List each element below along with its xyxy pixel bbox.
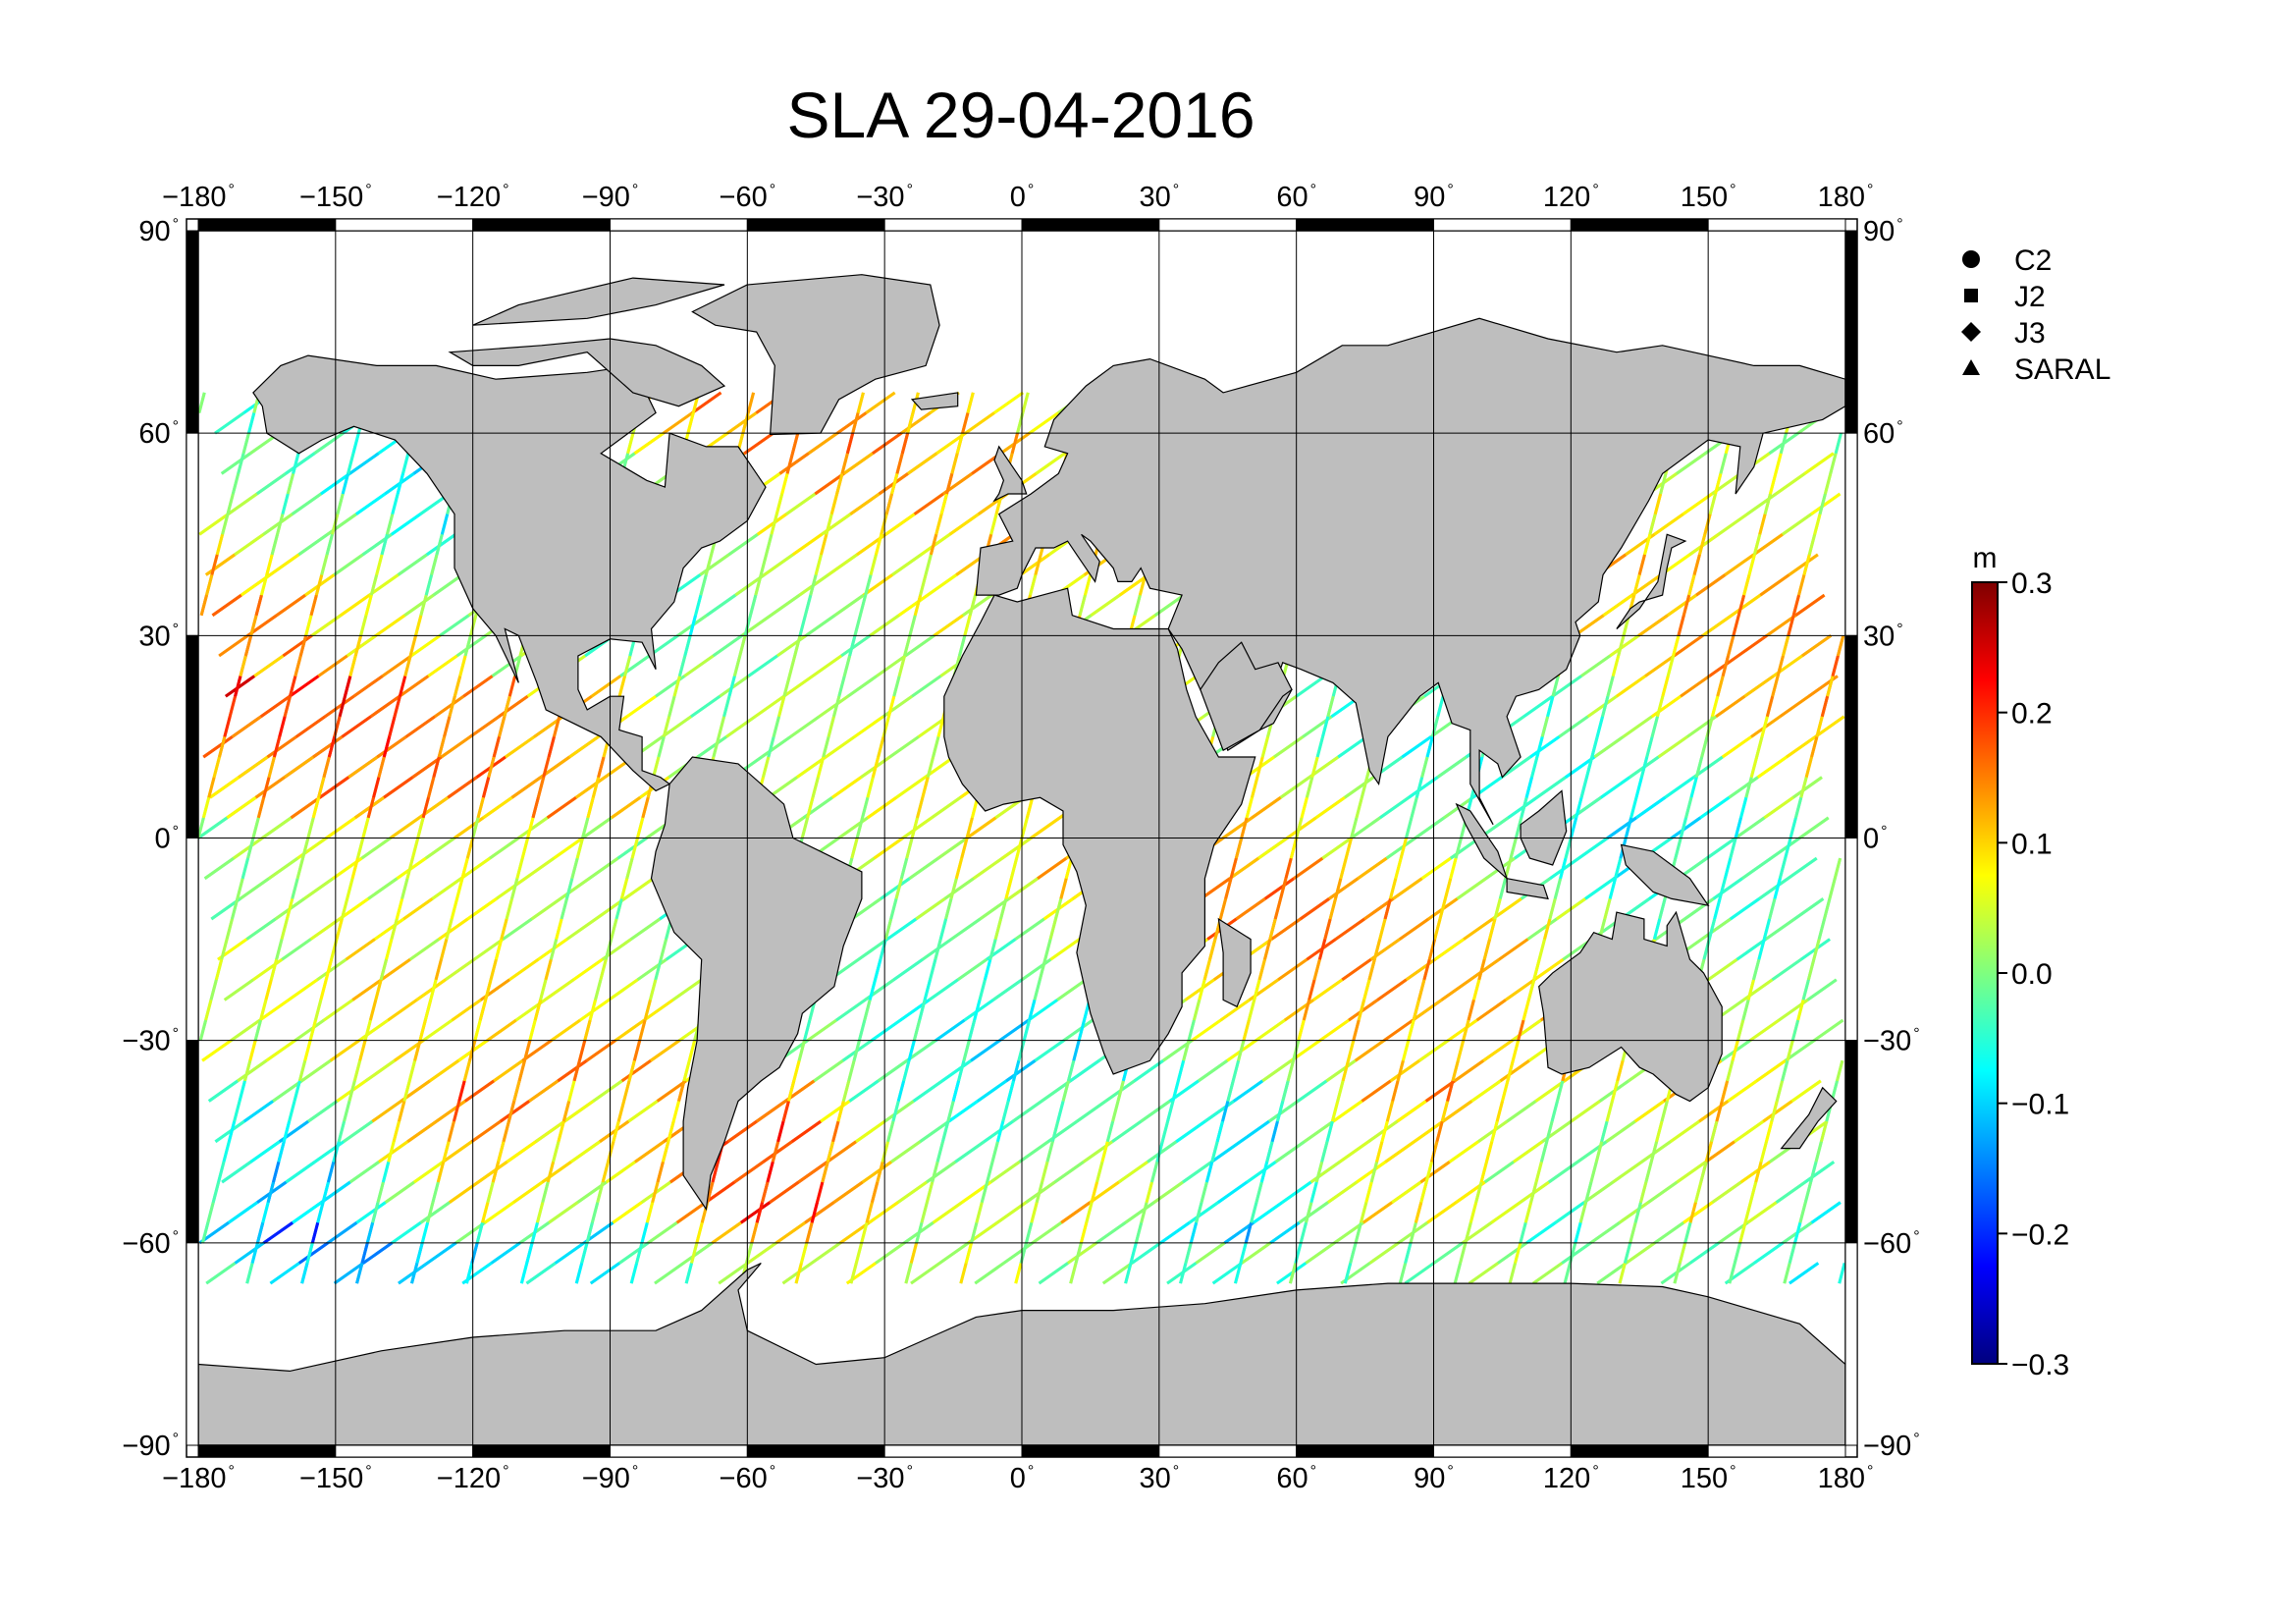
lat-tick-label-left: −60 ° [122,1228,179,1260]
lon-tick-label-bottom: −60 ° [720,1463,776,1494]
lon-tick-label-bottom: 0 ° [1010,1463,1035,1494]
lon-tick-label-bottom: 180 ° [1818,1463,1874,1494]
diamond-marker-icon [1961,322,1981,342]
lon-tick-label-bottom: −120 ° [437,1463,509,1494]
legend-label: J2 [2014,281,2046,313]
lon-tick-label-bottom: 60 ° [1276,1463,1316,1494]
map-title: SLA 29-04-2016 [786,79,1255,151]
lon-tick-label-top: 30 ° [1139,182,1179,213]
lat-tick-label-right: −90 ° [1863,1431,1920,1462]
lat-tick-label-right: 30 ° [1863,621,1903,652]
lon-tick-label-top: −60 ° [720,182,776,213]
land-polygon-5 [975,317,1845,826]
colorbar-gradient [1971,581,1999,1365]
lon-tick-label-top: −120 ° [437,182,509,213]
lon-tick-label-top: 90 ° [1414,182,1454,213]
land-polygon-0 [252,354,767,792]
land-polygon-8 [1200,641,1293,752]
land-polygon-2 [448,338,726,407]
lat-tick-label-left: 30 ° [138,621,179,652]
lon-tick-label-bottom: −180 ° [162,1463,235,1494]
colorbar-tick-label: 0.0 [2011,958,2053,991]
latitude-labels-left: 90 ° 60 ° 30 ° 0 ° −30 ° −60 ° −90 ° [122,216,179,1462]
lat-tick-label-right: 0 ° [1863,824,1888,855]
land-polygon-7 [1217,917,1252,1008]
colorbar-ticks: 0.3 0.2 0.1 0.0 −0.1 −0.2 −0.3 [1998,568,2069,1381]
lon-tick-label-top: −150 ° [299,182,372,213]
lon-tick-label-bottom: −90 ° [582,1463,639,1494]
map-frame [186,218,1858,1458]
longitude-labels-top: −180 ° −150 ° −120 ° −90 ° −60 ° −30 ° 0 ° 30 ° 60 ° 90 ° 12… [162,182,1873,213]
lon-tick-label-top: −30 ° [856,182,913,213]
legend-item-c2: C2 [1962,244,2052,277]
circle-marker-icon [1962,250,1980,268]
lat-tick-label-left: 60 ° [138,418,179,450]
land-polygon-9 [1538,910,1723,1103]
land-polygon-1 [691,274,940,436]
lat-tick-label-right: −30 ° [1863,1026,1920,1057]
colorbar-tick-label: −0.3 [2011,1349,2069,1381]
land-polygon-13 [1506,877,1549,900]
lon-tick-label-top: −90 ° [582,182,639,213]
legend-label: J3 [2014,317,2046,350]
latitude-labels-right: 90 ° 60 ° 30 ° 0 ° −30 ° −60 ° −90 ° [1863,216,1920,1462]
colorbar-tick-label: 0.1 [2011,828,2053,860]
land-polygon-10 [1620,843,1710,907]
legend-label: C2 [2014,244,2052,277]
colorbar-tick-label: −0.1 [2011,1089,2069,1121]
lat-tick-label-right: −60 ° [1863,1228,1920,1260]
land-polygon-17 [1780,1086,1838,1150]
lon-tick-label-top: 180 ° [1818,182,1874,213]
longitude-labels-bottom: −180 ° −150 ° −120 ° −90 ° −60 ° −30 ° 0 ° 30 ° 60 ° 90 ° 12… [162,1463,1873,1494]
lat-tick-label-right: 60 ° [1863,418,1903,450]
graticule [198,231,1845,1445]
lon-tick-label-bottom: 30 ° [1139,1463,1179,1494]
colorbar: m 0.3 0.2 0.1 0.0 −0.1 −0.2 −0.3 [1971,542,2069,1381]
colorbar-tick-label: 0.3 [2011,568,2053,600]
legend-item-j3: J3 [1961,317,2046,350]
lon-tick-label-bottom: −30 ° [856,1463,913,1494]
land-polygon-3 [472,277,725,326]
triangle-marker-icon [1962,359,1980,375]
land-polygon-16 [910,392,959,410]
map-area [198,231,1845,1445]
square-marker-icon [1964,289,1978,302]
lon-tick-label-top: −180 ° [162,182,235,213]
legend-item-j2: J2 [1964,281,2046,313]
land-polygon-4 [650,756,863,1212]
colorbar-unit: m [1973,542,1998,574]
colorbar-tick-label: 0.2 [2011,698,2053,730]
lon-tick-label-bottom: 150 ° [1681,1463,1736,1494]
colorbar-tick-label: −0.2 [2011,1218,2069,1251]
lon-tick-label-top: 0 ° [1010,182,1035,213]
lat-tick-label-right: 90 ° [1863,216,1903,247]
legend-item-saral: SARAL [1962,353,2110,386]
land-polygon-12 [1520,789,1568,866]
lon-tick-label-top: 150 ° [1681,182,1736,213]
lon-tick-label-top: 120 ° [1543,182,1599,213]
legend-label: SARAL [2014,353,2110,386]
lat-tick-label-left: 90 ° [138,216,179,247]
lon-tick-label-bottom: −150 ° [299,1463,372,1494]
lon-tick-label-bottom: 90 ° [1414,1463,1454,1494]
land-polygon-15 [992,445,1028,503]
lon-tick-label-top: 60 ° [1276,182,1316,213]
land-polygon-14 [1616,533,1687,629]
lat-tick-label-left: −30 ° [122,1026,179,1057]
lat-tick-label-left: −90 ° [122,1431,179,1462]
lat-tick-label-left: 0 ° [154,824,179,855]
lon-tick-label-bottom: 120 ° [1543,1463,1599,1494]
